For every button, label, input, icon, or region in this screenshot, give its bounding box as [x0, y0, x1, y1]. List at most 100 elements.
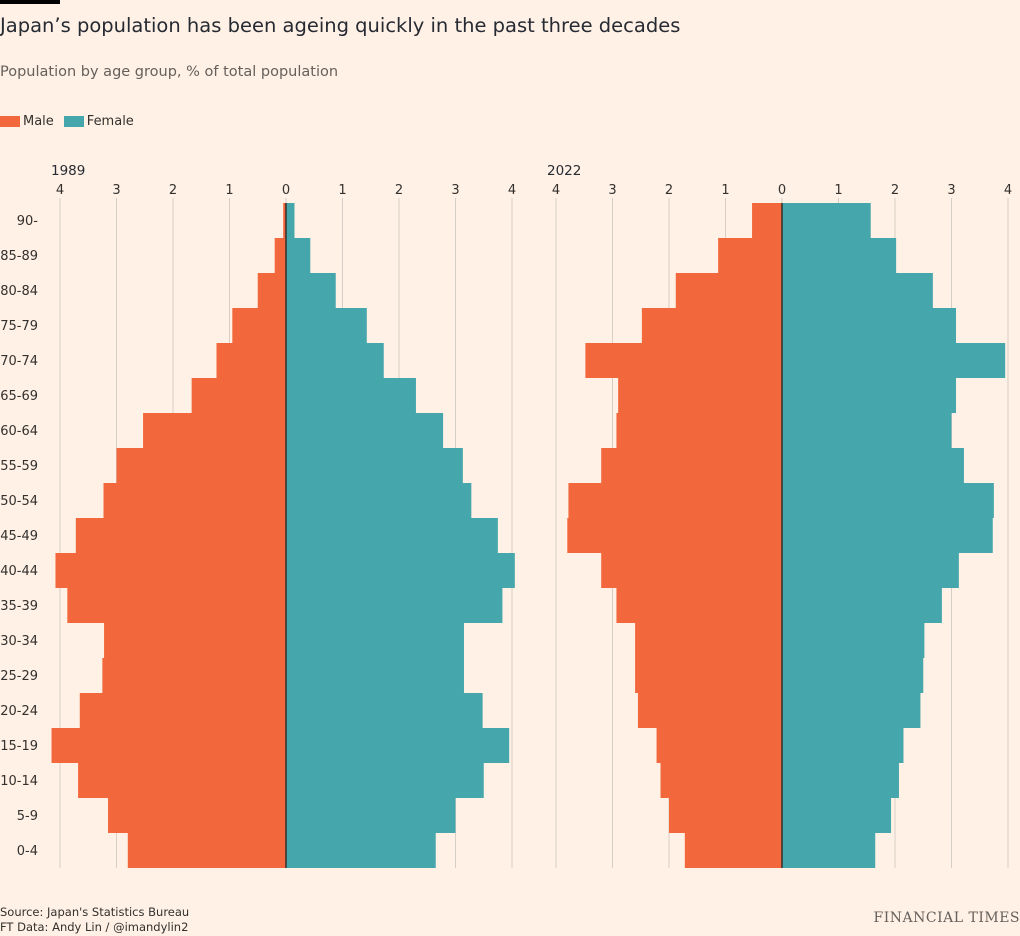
x-tick-label: 1	[721, 183, 729, 198]
bar-female	[782, 483, 994, 518]
bar-female	[782, 378, 957, 413]
y-tick-label: 80-84	[0, 284, 38, 299]
bar-female	[286, 588, 503, 623]
bar-male	[143, 413, 286, 448]
bar-female	[286, 798, 456, 833]
bar-male	[216, 343, 286, 378]
bar-female	[286, 553, 515, 588]
bar-female	[782, 658, 924, 693]
y-tick-label: 20-24	[0, 704, 38, 719]
bar-female	[782, 833, 876, 868]
y-tick-label: 85-89	[0, 249, 38, 264]
bar-male	[232, 308, 286, 343]
bar-male	[274, 238, 286, 273]
x-tick-label: 2	[891, 183, 899, 198]
bar-female	[782, 343, 1006, 378]
bar-male	[585, 343, 782, 378]
bar-female	[782, 763, 899, 798]
bar-male	[635, 623, 782, 658]
y-tick-label: 10-14	[0, 774, 38, 789]
bar-female	[286, 623, 464, 658]
bar-male	[660, 763, 782, 798]
bar-male	[616, 413, 782, 448]
bar-male	[75, 518, 286, 553]
bar-male	[108, 798, 287, 833]
panel-title-1989: 1989	[51, 163, 85, 179]
y-tick-label: 30-34	[0, 634, 38, 649]
y-tick-label: 50-54	[0, 494, 38, 509]
bar-female	[286, 483, 472, 518]
panel-title-2022: 2022	[547, 163, 581, 179]
bar-female	[782, 413, 952, 448]
bar-male	[567, 518, 782, 553]
x-tick-label: 1	[834, 183, 842, 198]
legend-swatch-male	[0, 116, 20, 127]
bar-female	[286, 238, 311, 273]
y-tick-label: 40-44	[0, 564, 38, 579]
legend-label-male: Male	[23, 114, 54, 129]
legend-label-female: Female	[86, 114, 134, 129]
bar-female	[286, 343, 384, 378]
y-tick-label: 45-49	[0, 529, 38, 544]
y-tick-label: 0-4	[17, 844, 38, 859]
y-tick-label: 15-19	[0, 739, 38, 754]
bar-male	[752, 203, 782, 238]
y-tick-label: 35-39	[0, 599, 38, 614]
bar-male	[675, 273, 782, 308]
bar-male	[601, 448, 782, 483]
bar-female	[782, 238, 897, 273]
bar-female	[286, 378, 416, 413]
bar-female	[782, 588, 942, 623]
bar-male	[616, 588, 782, 623]
bar-male	[79, 693, 287, 728]
bar-female	[286, 308, 367, 343]
bar-female	[782, 623, 925, 658]
bar-male	[568, 483, 782, 518]
bar-male	[103, 483, 286, 518]
y-tick-label: 65-69	[0, 389, 38, 404]
bar-female	[286, 693, 483, 728]
bar-male	[51, 728, 287, 763]
bar-female	[782, 728, 904, 763]
footer: Source: Japan's Statistics Bureau FT Dat…	[0, 905, 189, 935]
ft-brand-logo: FINANCIAL TIMES	[873, 910, 1020, 926]
bar-male	[283, 203, 286, 238]
bar-female	[286, 448, 463, 483]
legend-item-male: Male	[0, 114, 54, 129]
bar-female	[782, 518, 993, 553]
bar-male	[656, 728, 782, 763]
bar-female	[286, 273, 336, 308]
x-tick-label: 3	[112, 183, 120, 198]
bar-female	[782, 448, 964, 483]
y-tick-label: 90-	[17, 214, 39, 229]
x-tick-label: 4	[552, 183, 560, 198]
bar-male	[116, 448, 286, 483]
top-accent-bar	[0, 0, 60, 4]
bar-female	[782, 203, 871, 238]
bar-male	[78, 763, 286, 798]
credit-note: FT Data: Andy Lin / @imandylin2	[0, 920, 189, 934]
chart-title: Japan’s population has been ageing quick…	[0, 14, 681, 37]
bar-male	[257, 273, 286, 308]
bar-male	[635, 658, 782, 693]
y-tick-label: 5-9	[17, 809, 38, 824]
legend-item-female: Female	[63, 114, 134, 129]
y-tick-label: 25-29	[0, 669, 38, 684]
source-note: Source: Japan's Statistics Bureau	[0, 905, 190, 919]
x-tick-label: 2	[169, 183, 177, 198]
bar-male	[191, 378, 286, 413]
bar-female	[286, 413, 444, 448]
bar-female	[286, 763, 484, 798]
x-tick-label: 2	[665, 183, 673, 198]
y-tick-label: 55-59	[0, 459, 38, 474]
x-tick-label: 4	[1004, 183, 1012, 198]
y-tick-label: 60-64	[0, 424, 38, 439]
bar-male	[601, 553, 782, 588]
bar-male	[618, 378, 782, 413]
x-tick-label: 1	[338, 183, 346, 198]
x-tick-label: 3	[451, 183, 459, 198]
x-tick-label: 3	[608, 183, 616, 198]
bar-male	[669, 798, 782, 833]
bar-female	[286, 833, 436, 868]
